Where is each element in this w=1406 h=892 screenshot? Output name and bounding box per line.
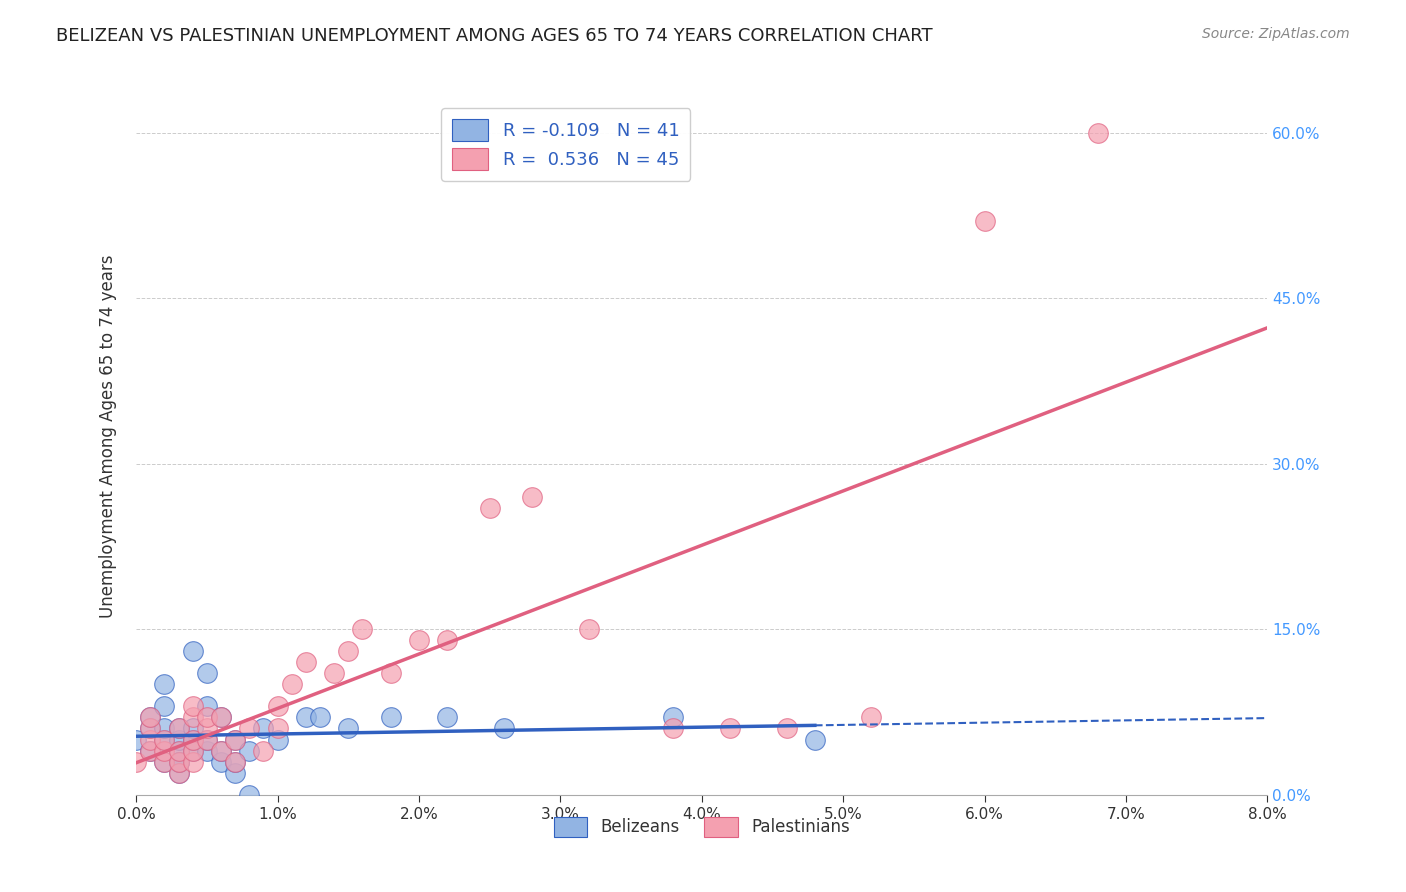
Point <box>153 743 176 757</box>
Point <box>209 755 232 769</box>
Point <box>209 710 232 724</box>
Point <box>167 755 190 769</box>
Point <box>252 722 274 736</box>
Point <box>153 699 176 714</box>
Point <box>181 710 204 724</box>
Point <box>436 710 458 724</box>
Point <box>380 666 402 681</box>
Point <box>139 710 162 724</box>
Point <box>195 722 218 736</box>
Point <box>139 743 162 757</box>
Point <box>238 722 260 736</box>
Point <box>520 490 543 504</box>
Point <box>181 743 204 757</box>
Point <box>195 710 218 724</box>
Point <box>181 743 204 757</box>
Point <box>224 755 246 769</box>
Point <box>1087 126 1109 140</box>
Point <box>153 677 176 691</box>
Point <box>280 677 302 691</box>
Point <box>224 765 246 780</box>
Point <box>167 755 190 769</box>
Point <box>266 699 288 714</box>
Point <box>167 755 190 769</box>
Point <box>167 765 190 780</box>
Point <box>238 743 260 757</box>
Point <box>125 755 148 769</box>
Point <box>139 722 162 736</box>
Point <box>266 722 288 736</box>
Y-axis label: Unemployment Among Ages 65 to 74 years: Unemployment Among Ages 65 to 74 years <box>100 254 117 618</box>
Point <box>209 710 232 724</box>
Point <box>209 743 232 757</box>
Point <box>436 633 458 648</box>
Point <box>337 722 360 736</box>
Point <box>139 710 162 724</box>
Legend: Belizeans, Palestinians: Belizeans, Palestinians <box>547 810 856 844</box>
Point <box>578 622 600 636</box>
Point <box>181 644 204 658</box>
Point <box>153 732 176 747</box>
Point <box>195 743 218 757</box>
Point <box>181 722 204 736</box>
Point <box>266 732 288 747</box>
Point <box>153 732 176 747</box>
Text: Source: ZipAtlas.com: Source: ZipAtlas.com <box>1202 27 1350 41</box>
Point <box>209 743 232 757</box>
Point <box>337 644 360 658</box>
Point <box>167 732 190 747</box>
Point <box>153 755 176 769</box>
Point <box>167 765 190 780</box>
Point <box>238 788 260 802</box>
Point <box>224 732 246 747</box>
Point <box>181 699 204 714</box>
Point <box>294 655 316 669</box>
Point <box>224 755 246 769</box>
Point <box>139 732 162 747</box>
Point <box>195 699 218 714</box>
Point <box>139 722 162 736</box>
Point <box>662 722 685 736</box>
Point <box>252 743 274 757</box>
Point <box>309 710 332 724</box>
Point <box>380 710 402 724</box>
Point <box>167 743 190 757</box>
Point <box>718 722 741 736</box>
Point <box>153 755 176 769</box>
Point <box>662 710 685 724</box>
Point <box>181 732 204 747</box>
Point <box>181 732 204 747</box>
Point <box>167 743 190 757</box>
Point <box>973 214 995 228</box>
Point <box>195 732 218 747</box>
Point <box>153 722 176 736</box>
Point <box>195 666 218 681</box>
Point <box>224 732 246 747</box>
Point <box>181 755 204 769</box>
Point <box>323 666 346 681</box>
Point <box>804 732 827 747</box>
Point <box>294 710 316 724</box>
Point <box>860 710 883 724</box>
Point <box>775 722 797 736</box>
Point <box>352 622 374 636</box>
Point <box>167 722 190 736</box>
Point <box>195 732 218 747</box>
Point <box>408 633 430 648</box>
Point <box>167 722 190 736</box>
Point <box>139 743 162 757</box>
Point <box>125 732 148 747</box>
Text: BELIZEAN VS PALESTINIAN UNEMPLOYMENT AMONG AGES 65 TO 74 YEARS CORRELATION CHART: BELIZEAN VS PALESTINIAN UNEMPLOYMENT AMO… <box>56 27 932 45</box>
Point <box>492 722 515 736</box>
Point <box>478 500 501 515</box>
